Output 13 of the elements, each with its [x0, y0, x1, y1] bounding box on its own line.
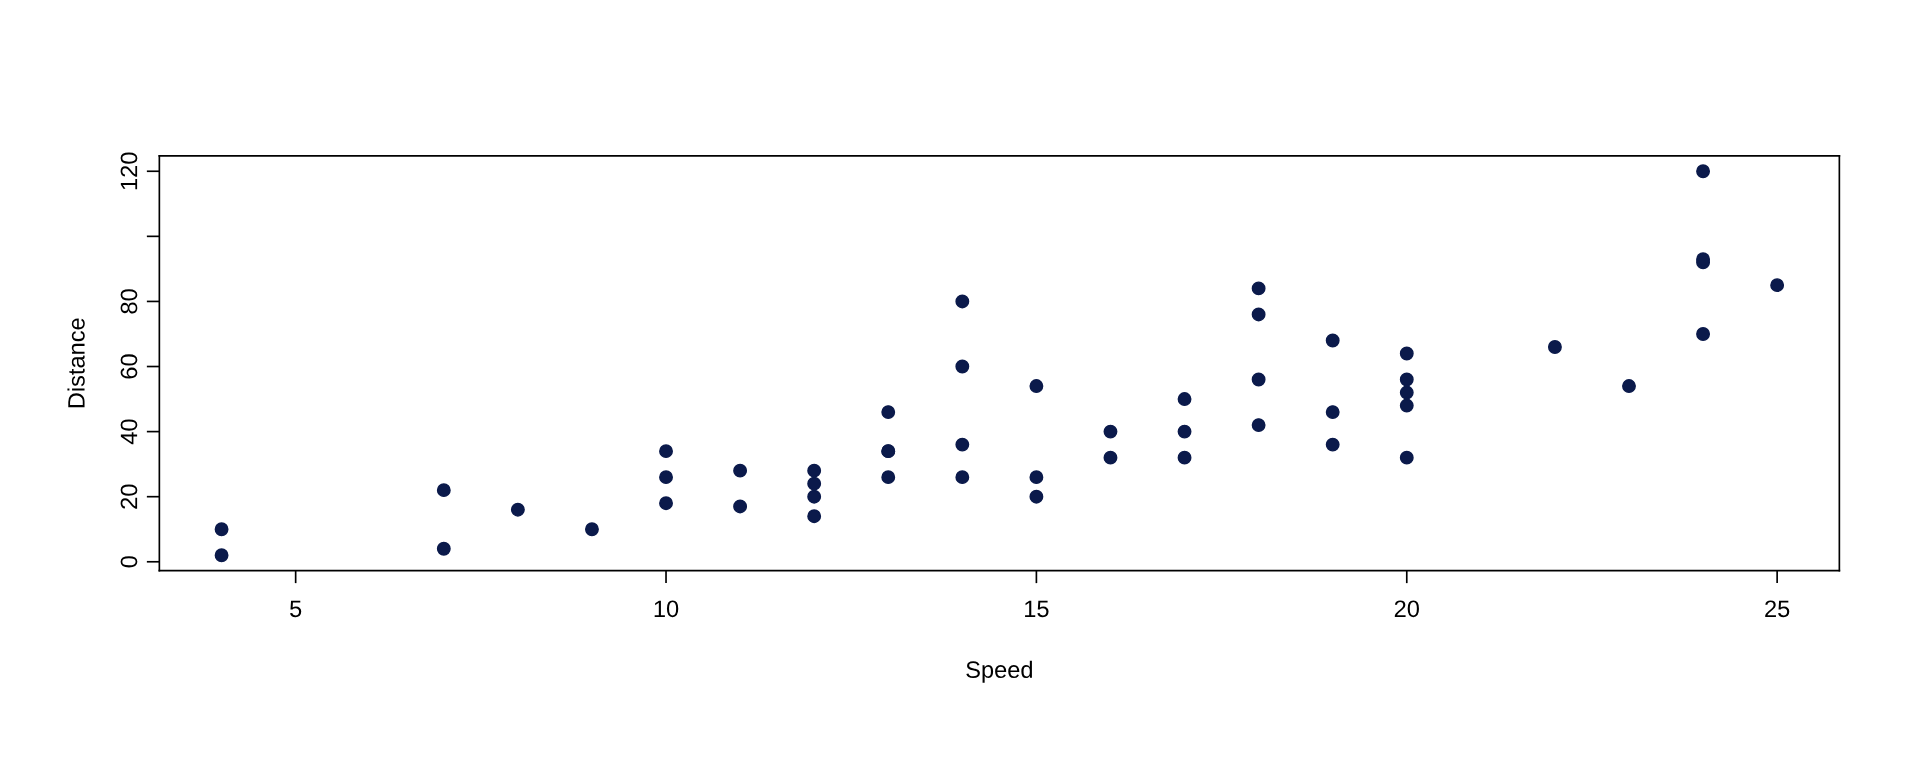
x-tick-label: 25 [1765, 600, 1790, 618]
x-tick-label: 10 [654, 600, 679, 618]
x-tick-label: 15 [1025, 600, 1049, 618]
y-tick-label: 20 [120, 484, 138, 509]
x-tick-label: 20 [1394, 600, 1419, 618]
y-tick-label: 80 [120, 289, 138, 314]
y-tick-label: 120 [120, 152, 138, 190]
y-axis-title: Distance [67, 318, 85, 408]
x-tick-label: 5 [290, 600, 302, 618]
y-tick-label: 60 [120, 354, 138, 379]
y-tick-label: 40 [120, 419, 138, 445]
y-tick-label: 0 [120, 556, 138, 568]
x-axis-title: Speed [966, 660, 1032, 683]
